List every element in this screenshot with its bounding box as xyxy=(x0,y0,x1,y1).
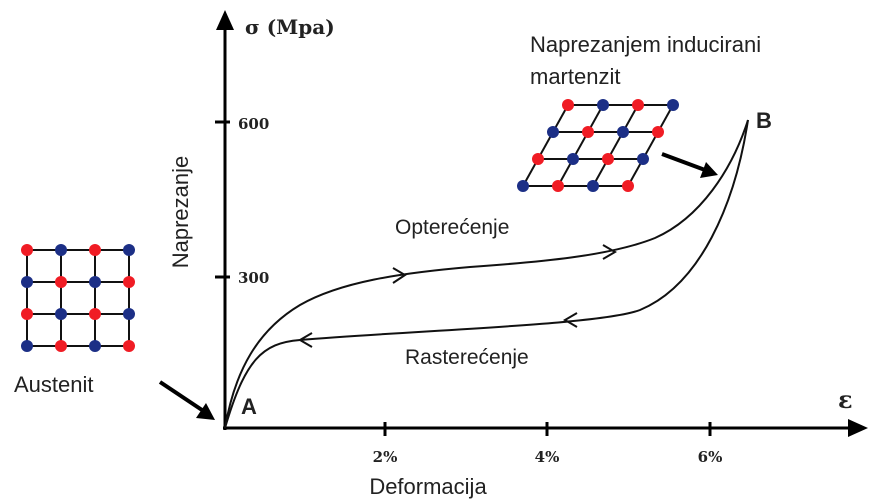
atom xyxy=(89,340,101,352)
point-label: A xyxy=(241,394,257,419)
x-tick: 4% xyxy=(535,448,560,466)
atom xyxy=(55,276,67,288)
x-title: Deformacija xyxy=(369,474,487,499)
y-tick: 300 xyxy=(238,269,269,287)
atom xyxy=(632,99,644,111)
y-symbol: σ (Mpa) xyxy=(245,15,335,39)
atom xyxy=(532,153,544,165)
x-tick: 6% xyxy=(698,448,723,466)
lattice-bond xyxy=(592,104,639,187)
atom xyxy=(123,308,135,320)
austenite-label: Austenit xyxy=(14,372,94,397)
x-tick: 2% xyxy=(373,448,398,466)
atom xyxy=(89,276,101,288)
martensite-label: martenzit xyxy=(530,64,620,89)
atom xyxy=(123,244,135,256)
atom xyxy=(637,153,649,165)
martensite-label: Naprezanjem inducirani xyxy=(530,32,761,57)
lattice-bond xyxy=(627,104,674,187)
curve-arrow xyxy=(602,244,617,260)
y-arrow xyxy=(216,10,234,30)
loading-label: Opterećenje xyxy=(395,216,509,239)
atom xyxy=(547,126,559,138)
atom xyxy=(582,126,594,138)
atom xyxy=(567,153,579,165)
y-tick: 600 xyxy=(238,115,269,133)
lattices xyxy=(21,99,679,352)
unloading-label: Rasterećenje xyxy=(405,346,529,369)
lattice-bond xyxy=(522,104,569,187)
curve-arrow xyxy=(392,267,407,284)
atom xyxy=(123,340,135,352)
x-symbol: ε xyxy=(838,385,853,414)
atom xyxy=(21,308,33,320)
atom xyxy=(562,99,574,111)
pointer-head xyxy=(196,403,215,420)
y-title: Naprezanje xyxy=(168,156,193,269)
atom xyxy=(21,340,33,352)
atom xyxy=(55,308,67,320)
atom xyxy=(552,180,564,192)
atom xyxy=(517,180,529,192)
x-arrow xyxy=(848,419,868,437)
atom xyxy=(55,340,67,352)
atom xyxy=(89,244,101,256)
curve-arrow xyxy=(298,332,313,348)
atom xyxy=(652,126,664,138)
point-label: B xyxy=(756,108,772,133)
atom xyxy=(622,180,634,192)
pointer xyxy=(661,152,706,172)
atom xyxy=(587,180,599,192)
atom xyxy=(123,276,135,288)
loading-curve xyxy=(224,119,749,429)
pointer-head xyxy=(700,162,718,178)
atom xyxy=(21,276,33,288)
atom xyxy=(89,308,101,320)
atom xyxy=(667,99,679,111)
curve-arrow xyxy=(563,312,578,328)
unloading-curve xyxy=(224,119,749,429)
atom xyxy=(21,244,33,256)
atom xyxy=(55,244,67,256)
atom xyxy=(602,153,614,165)
lattice-bond xyxy=(557,104,604,187)
pointer xyxy=(158,380,207,414)
atom xyxy=(617,126,629,138)
atom xyxy=(597,99,609,111)
